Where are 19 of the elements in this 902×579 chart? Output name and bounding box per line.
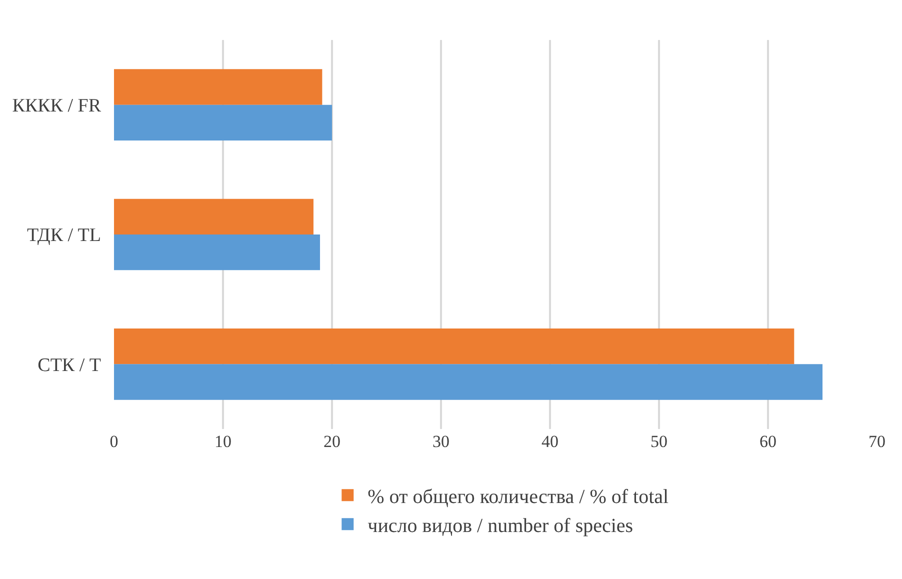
x-tick-label: 70 bbox=[868, 432, 886, 451]
x-tick-label: 50 bbox=[650, 432, 668, 451]
x-tick-label: 0 bbox=[110, 432, 118, 451]
bar bbox=[114, 364, 822, 400]
legend-label: % от общего количества / % of total bbox=[368, 486, 670, 508]
bar bbox=[114, 328, 794, 364]
bar bbox=[114, 69, 322, 105]
bar bbox=[114, 234, 320, 270]
y-tick-label: СТК / T bbox=[38, 354, 102, 376]
bar bbox=[114, 104, 332, 140]
bar bbox=[114, 198, 314, 234]
y-tick-label: ТДК / TL bbox=[26, 225, 101, 246]
x-tick-label: 30 bbox=[432, 432, 450, 451]
x-tick-label: 40 bbox=[542, 432, 558, 451]
x-tick-label: 60 bbox=[760, 432, 776, 451]
x-tick-label: 20 bbox=[324, 432, 340, 451]
x-tick-label: 10 bbox=[214, 432, 232, 451]
y-tick-label: КККК / FR bbox=[12, 95, 102, 116]
legend-label: число видов / number of species bbox=[368, 514, 634, 537]
